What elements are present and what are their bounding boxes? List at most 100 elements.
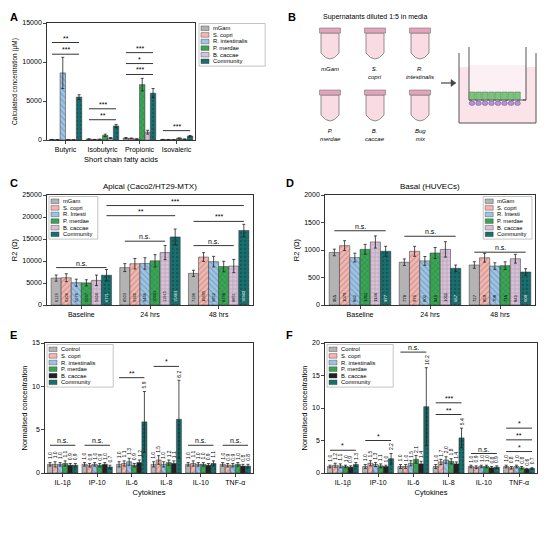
svg-text:Cytokines: Cytokines: [133, 488, 166, 497]
svg-text:0.9: 0.9: [97, 454, 103, 461]
svg-text:8851: 8851: [231, 292, 236, 302]
svg-text:IL-10: IL-10: [193, 479, 209, 486]
svg-text:n.s.: n.s.: [495, 244, 506, 251]
svg-text:48 hrs: 48 hrs: [209, 311, 229, 318]
svg-text:48 hrs: 48 hrs: [490, 311, 510, 318]
svg-text:1.4: 1.4: [453, 452, 459, 459]
svg-text:IL-1β: IL-1β: [55, 479, 71, 487]
svg-text:0.8: 0.8: [508, 456, 514, 463]
svg-text:5.9: 5.9: [141, 381, 147, 388]
svg-text:mGam: mGam: [321, 66, 339, 72]
svg-text:955: 955: [332, 294, 337, 302]
svg-text:R2 (Ω): R2 (Ω): [292, 238, 301, 261]
svg-text:Community: Community: [213, 58, 242, 64]
svg-text:Apical (Caco2/HT29-MTX): Apical (Caco2/HT29-MTX): [103, 182, 197, 191]
svg-text:n.s.: n.s.: [76, 260, 87, 267]
svg-text:S. copri: S. copri: [497, 205, 517, 211]
svg-text:10041: 10041: [152, 290, 157, 302]
svg-text:0.6: 0.6: [524, 459, 530, 466]
svg-text:10: 10: [32, 383, 40, 390]
svg-text:1.0: 1.0: [150, 452, 156, 459]
svg-text:1.2: 1.2: [332, 453, 338, 460]
svg-text:1.0: 1.0: [52, 451, 58, 458]
svg-text:**: **: [129, 370, 135, 377]
svg-text:0.9: 0.9: [205, 453, 211, 460]
svg-text:IL-8: IL-8: [160, 479, 172, 486]
svg-text:1.0: 1.0: [47, 452, 53, 459]
svg-text:1.3: 1.3: [126, 448, 132, 455]
svg-text:1011: 1011: [443, 292, 448, 302]
svg-text:1.1: 1.1: [190, 450, 196, 457]
svg-text:n.s.: n.s.: [139, 233, 150, 240]
svg-text:IP-10: IP-10: [89, 479, 106, 486]
svg-text:TNF-α: TNF-α: [225, 479, 245, 486]
svg-text:0: 0: [38, 301, 42, 308]
svg-text:2.0: 2.0: [443, 446, 449, 453]
svg-text:20: 20: [312, 339, 320, 346]
svg-text:1012: 1012: [363, 292, 368, 302]
svg-text:n.s.: n.s.: [208, 238, 219, 245]
svg-text:1500: 1500: [304, 219, 320, 226]
svg-text:D: D: [286, 177, 294, 189]
svg-text:*: *: [341, 442, 344, 449]
svg-text:B.caccae: B.caccae: [365, 128, 385, 142]
svg-text:Propionic: Propionic: [125, 146, 155, 154]
svg-text:500: 500: [308, 274, 320, 281]
svg-text:1.0: 1.0: [81, 452, 87, 459]
svg-text:Community: Community: [497, 231, 526, 237]
svg-text:10000: 10000: [22, 58, 42, 65]
svg-text:778: 778: [402, 294, 407, 302]
svg-text:R. intestinalis: R. intestinalis: [213, 38, 248, 44]
svg-text:P. merdae: P. merdae: [213, 45, 239, 51]
svg-text:Bugmix: Bugmix: [415, 128, 426, 142]
svg-text:1.0: 1.0: [102, 453, 108, 460]
svg-text:P. merdae: P. merdae: [341, 366, 367, 372]
svg-text:1.1: 1.1: [337, 454, 343, 461]
svg-text:8503: 8503: [122, 292, 127, 302]
svg-text:n.s.: n.s.: [195, 437, 206, 444]
svg-text:1.0: 1.0: [57, 452, 63, 459]
svg-text:IL-6: IL-6: [407, 479, 419, 486]
svg-text:R. Intesti: R. Intesti: [63, 211, 86, 217]
svg-text:R. intestinalis: R. intestinalis: [61, 360, 96, 366]
svg-text:6206: 6206: [64, 292, 69, 302]
svg-text:IL-8: IL-8: [443, 479, 455, 486]
svg-text:5: 5: [316, 437, 320, 444]
svg-text:1.0: 1.0: [92, 453, 98, 460]
svg-text:5037: 5037: [84, 292, 89, 302]
svg-text:10000: 10000: [22, 257, 42, 264]
svg-text:0.9: 0.9: [473, 455, 479, 462]
svg-text:1.3: 1.3: [372, 453, 378, 460]
svg-text:727: 727: [472, 294, 477, 302]
svg-text:1146: 1146: [373, 292, 378, 302]
svg-text:B: B: [288, 11, 296, 23]
svg-text:Control: Control: [341, 346, 360, 352]
svg-text:1.0: 1.0: [220, 453, 226, 460]
svg-text:Community: Community: [341, 379, 370, 385]
svg-text:1.0: 1.0: [468, 455, 474, 462]
svg-text:mGam: mGam: [63, 198, 81, 204]
svg-text:1.3: 1.3: [353, 453, 359, 460]
svg-text:E: E: [10, 329, 17, 341]
svg-text:0: 0: [36, 469, 40, 476]
svg-text:20000: 20000: [22, 213, 42, 220]
svg-text:***: ***: [136, 45, 144, 52]
svg-text:R. intestinalis: R. intestinalis: [341, 360, 376, 366]
svg-text:1.1: 1.1: [210, 451, 216, 458]
svg-text:1.2: 1.2: [166, 450, 172, 457]
svg-text:2.1: 2.1: [413, 446, 419, 453]
svg-text:P.merdae: P.merdae: [320, 128, 341, 142]
svg-text:mGam: mGam: [497, 198, 515, 204]
svg-text:Normalised concentration: Normalised concentration: [20, 365, 29, 450]
svg-text:IL-6: IL-6: [126, 479, 138, 486]
svg-text:5076: 5076: [74, 292, 79, 302]
svg-text:1.0: 1.0: [343, 455, 349, 462]
svg-text:***: ***: [445, 395, 453, 402]
svg-text:7196: 7196: [191, 292, 196, 302]
svg-text:10: 10: [312, 404, 320, 411]
svg-text:TNF-α: TNF-α: [509, 479, 529, 486]
svg-text:Community: Community: [63, 231, 92, 237]
svg-text:**: **: [516, 432, 522, 439]
svg-text:6119: 6119: [54, 293, 59, 302]
svg-text:1.0: 1.0: [383, 455, 389, 462]
